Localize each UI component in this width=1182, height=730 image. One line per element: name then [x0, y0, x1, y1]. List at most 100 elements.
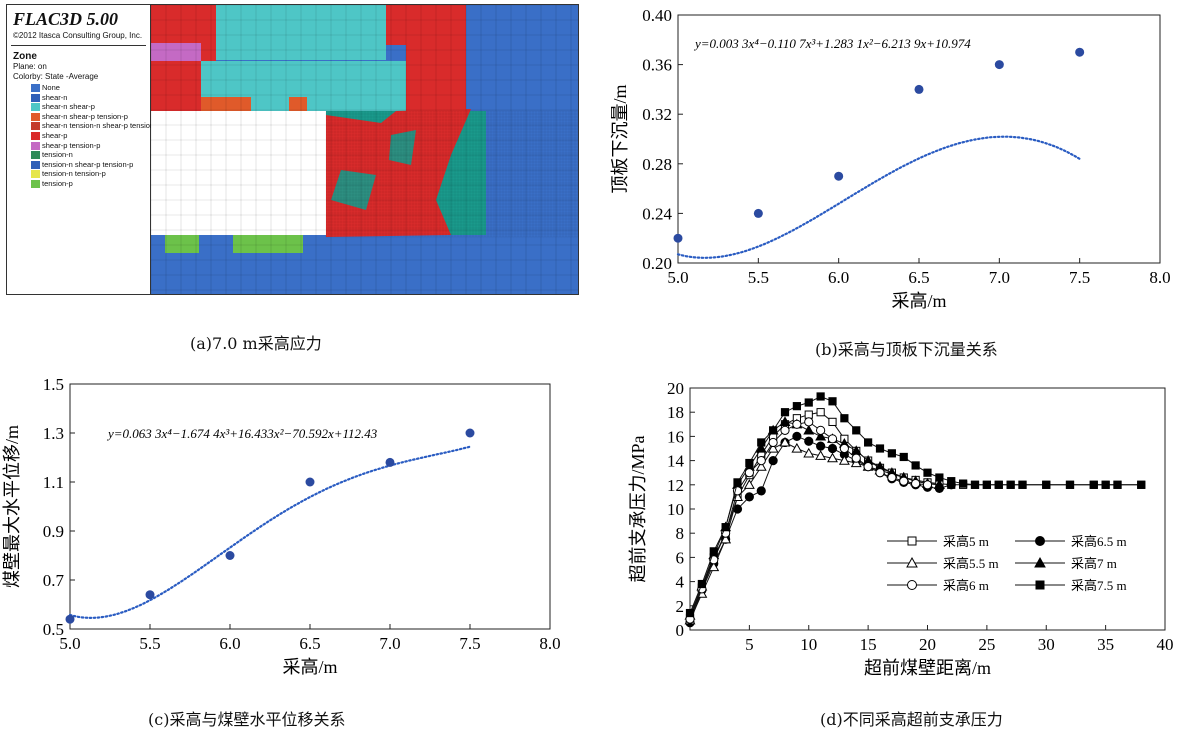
flac-legend-swatch [31, 170, 40, 179]
data-point [756, 486, 766, 496]
y-tick-label: 0.24 [642, 204, 672, 223]
flac-legend-label: shear-n shear-p [42, 102, 95, 112]
y-tick-label: 1.5 [43, 375, 64, 394]
data-point [1034, 556, 1046, 568]
y-tick-label: 16 [667, 427, 684, 446]
data-point [744, 492, 754, 502]
mesh-zone-block [151, 43, 166, 61]
mesh-teal-patch [389, 130, 416, 165]
data-point [947, 477, 956, 486]
y-tick-label: 2 [676, 597, 685, 616]
plot-frame [689, 387, 1166, 631]
data-point [994, 480, 1003, 489]
data-point [1006, 480, 1015, 489]
flac3d-panel: FLAC3D 5.00 ©2012 Itasca Consulting Grou… [6, 4, 579, 295]
data-point [709, 547, 718, 556]
y-tick-label: 0.28 [642, 155, 672, 174]
flac-title: FLAC3D 5.00 [13, 9, 119, 29]
mesh-teal-patch [331, 170, 376, 210]
mesh-zone-block [321, 61, 406, 97]
flac-legend-label: tension-n shear-p tension-p [42, 159, 134, 169]
x-tick-label: 6.0 [828, 268, 849, 287]
data-point [779, 436, 791, 447]
x-tick-label: 5.5 [748, 268, 769, 287]
mesh-zone-block [151, 5, 216, 43]
y-axis-label: 顶板下沉量/m [610, 84, 630, 193]
flac-legend-label: shear-n tension-n shear-p tension-p [42, 121, 161, 131]
x-tick-label: 7.0 [379, 634, 400, 653]
data-point [914, 84, 924, 94]
data-point [875, 444, 885, 453]
data-point [673, 233, 683, 243]
y-tick-label: 14 [667, 452, 685, 471]
data-point [1089, 480, 1098, 489]
data-point [779, 416, 791, 426]
data-point [804, 410, 813, 419]
x-tick-label: 6.0 [219, 634, 240, 653]
data-point [899, 452, 908, 462]
data-point [804, 436, 814, 446]
data-point [697, 579, 706, 589]
data-point [1065, 480, 1075, 489]
x-tick-label: 5 [745, 635, 754, 654]
flac-legend-label: shear-p [42, 130, 68, 140]
flac-legend-label: shear-n shear-p tension-p [42, 111, 128, 121]
data-point [816, 392, 825, 401]
x-tick-label: 15 [860, 635, 877, 654]
flac-mesh-plot [151, 5, 578, 294]
flac-plane-label: Plane: on [13, 62, 47, 71]
y-tick-label: 6 [676, 548, 685, 567]
mesh-zone-block [251, 97, 289, 111]
data-point [851, 453, 861, 463]
fit-equation: y=0.063 3x⁴−1.674 4x³+16.433x²−70.592x+1… [106, 426, 378, 441]
data-point [685, 608, 695, 618]
y-tick-label: 12 [667, 476, 684, 495]
flac-legend-swatch [31, 103, 40, 112]
data-point [887, 472, 897, 483]
mesh-zone-block [201, 97, 251, 111]
x-tick-label: 5.0 [59, 634, 80, 653]
legend-label: 采高6 m [943, 578, 989, 593]
data-point [923, 468, 932, 477]
mesh-zone-block [233, 235, 303, 253]
flac-legend-swatch [31, 179, 40, 188]
data-point [753, 208, 763, 218]
y-tick-label: 0.20 [642, 254, 672, 273]
data-point [1137, 480, 1146, 489]
x-tick-label: 7.5 [459, 634, 480, 653]
data-point [911, 478, 921, 489]
chart-b-subsidence: 5.0 5.5 6.0 6.5 7.0 7.5 8.0 0.20 0.24 0.28 0.32 0.3… [610, 6, 1171, 311]
data-point [768, 437, 778, 448]
data-point [907, 580, 917, 590]
flac-legend-swatch [31, 122, 40, 131]
data-point [1075, 47, 1085, 57]
data-point [839, 443, 849, 454]
data-point [1042, 480, 1051, 489]
data-point [792, 431, 802, 442]
caption-b: (b)采高与顶板下沉量关系 [815, 340, 998, 359]
x-tick-label: 20 [919, 635, 936, 654]
mesh-zone-block [466, 5, 578, 43]
y-tick-label: 18 [667, 403, 684, 422]
mesh-zone-block [289, 97, 307, 111]
mesh-zone-block [165, 235, 199, 253]
x-axis-label: 超前煤壁距离/m [864, 658, 991, 678]
flac-legend-label: shear-p tension-p [42, 140, 101, 150]
x-tick-label: 7.5 [1069, 268, 1090, 287]
caption-a: (a)7.0 m采高应力 [190, 334, 322, 353]
data-point [933, 479, 945, 489]
data-point [225, 551, 235, 560]
data-point [65, 614, 75, 624]
flac-legend-swatch [31, 112, 40, 121]
x-tick-label: 6.5 [299, 634, 320, 653]
data-point [840, 414, 849, 423]
mesh-zone-block [386, 5, 466, 45]
x-axis-label: 采高/m [282, 657, 337, 677]
mesh-zone-block [166, 43, 201, 61]
data-point [804, 417, 814, 427]
flac-legend-swatch [31, 131, 40, 140]
x-tick-label: 5.0 [667, 268, 688, 287]
caption-d: (d)不同采高超前支承压力 [820, 710, 1003, 729]
data-point [768, 456, 778, 466]
x-tick-label: 8.0 [1149, 268, 1170, 287]
